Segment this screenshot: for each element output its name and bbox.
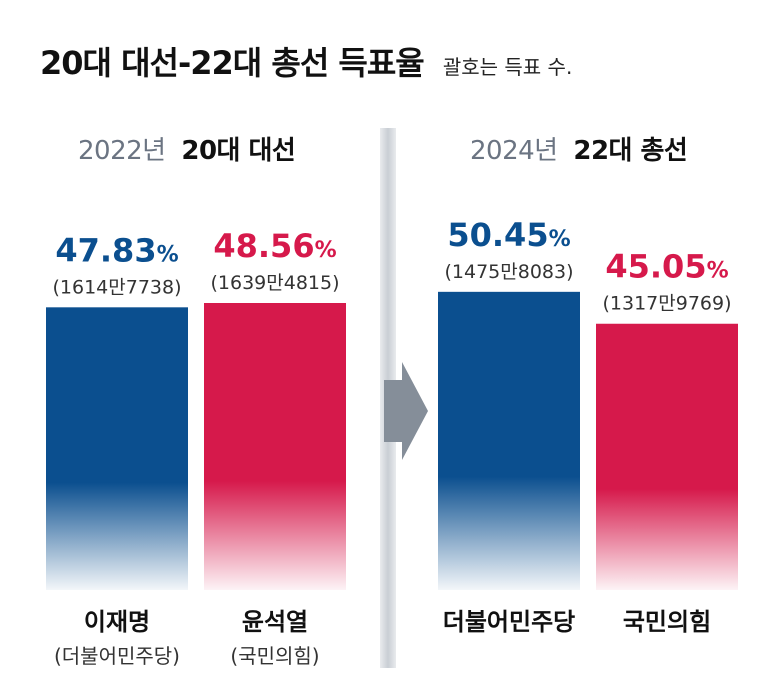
- category-label: 더불어민주당: [443, 608, 575, 636]
- vote-count-label: (1475만8083): [444, 261, 573, 283]
- bar: [596, 323, 738, 590]
- data-label: 48.56%: [213, 227, 336, 265]
- category-label: 국민의힘: [623, 608, 711, 636]
- panel-year: 2024년: [470, 136, 558, 166]
- vote-count-label: (1639만4815): [210, 272, 339, 294]
- chart-title-main: 20대 대선-22대 총선 득표율: [40, 44, 425, 82]
- data-label: 45.05%: [605, 248, 728, 286]
- category-label: 윤석열: [242, 608, 308, 636]
- bar: [438, 291, 580, 590]
- panel-title-2024: 2024년 22대 총선: [470, 130, 688, 167]
- vote-count-label: (1614만7738): [52, 276, 181, 298]
- panel-label: 20대 대선: [181, 136, 296, 166]
- chart-title: 20대 대선-22대 총선 득표율 괄호는 득표 수.: [40, 38, 572, 84]
- panel-title-2022: 2022년 20대 대선: [78, 130, 296, 167]
- bar: [46, 307, 188, 590]
- party-label: (국민의힘): [230, 644, 319, 668]
- chart-title-note: 괄호는 득표 수.: [442, 55, 573, 79]
- party-label: (더불어민주당): [54, 644, 180, 668]
- vote-count-label: (1317만9769): [602, 293, 731, 315]
- data-label: 50.45%: [447, 216, 570, 254]
- right-arrow-icon: [384, 362, 428, 460]
- data-label: 47.83%: [55, 231, 178, 269]
- panel-year: 2022년: [78, 136, 166, 166]
- category-label: 이재명: [84, 608, 150, 636]
- panel-label: 22대 총선: [573, 136, 688, 166]
- bar: [204, 303, 346, 590]
